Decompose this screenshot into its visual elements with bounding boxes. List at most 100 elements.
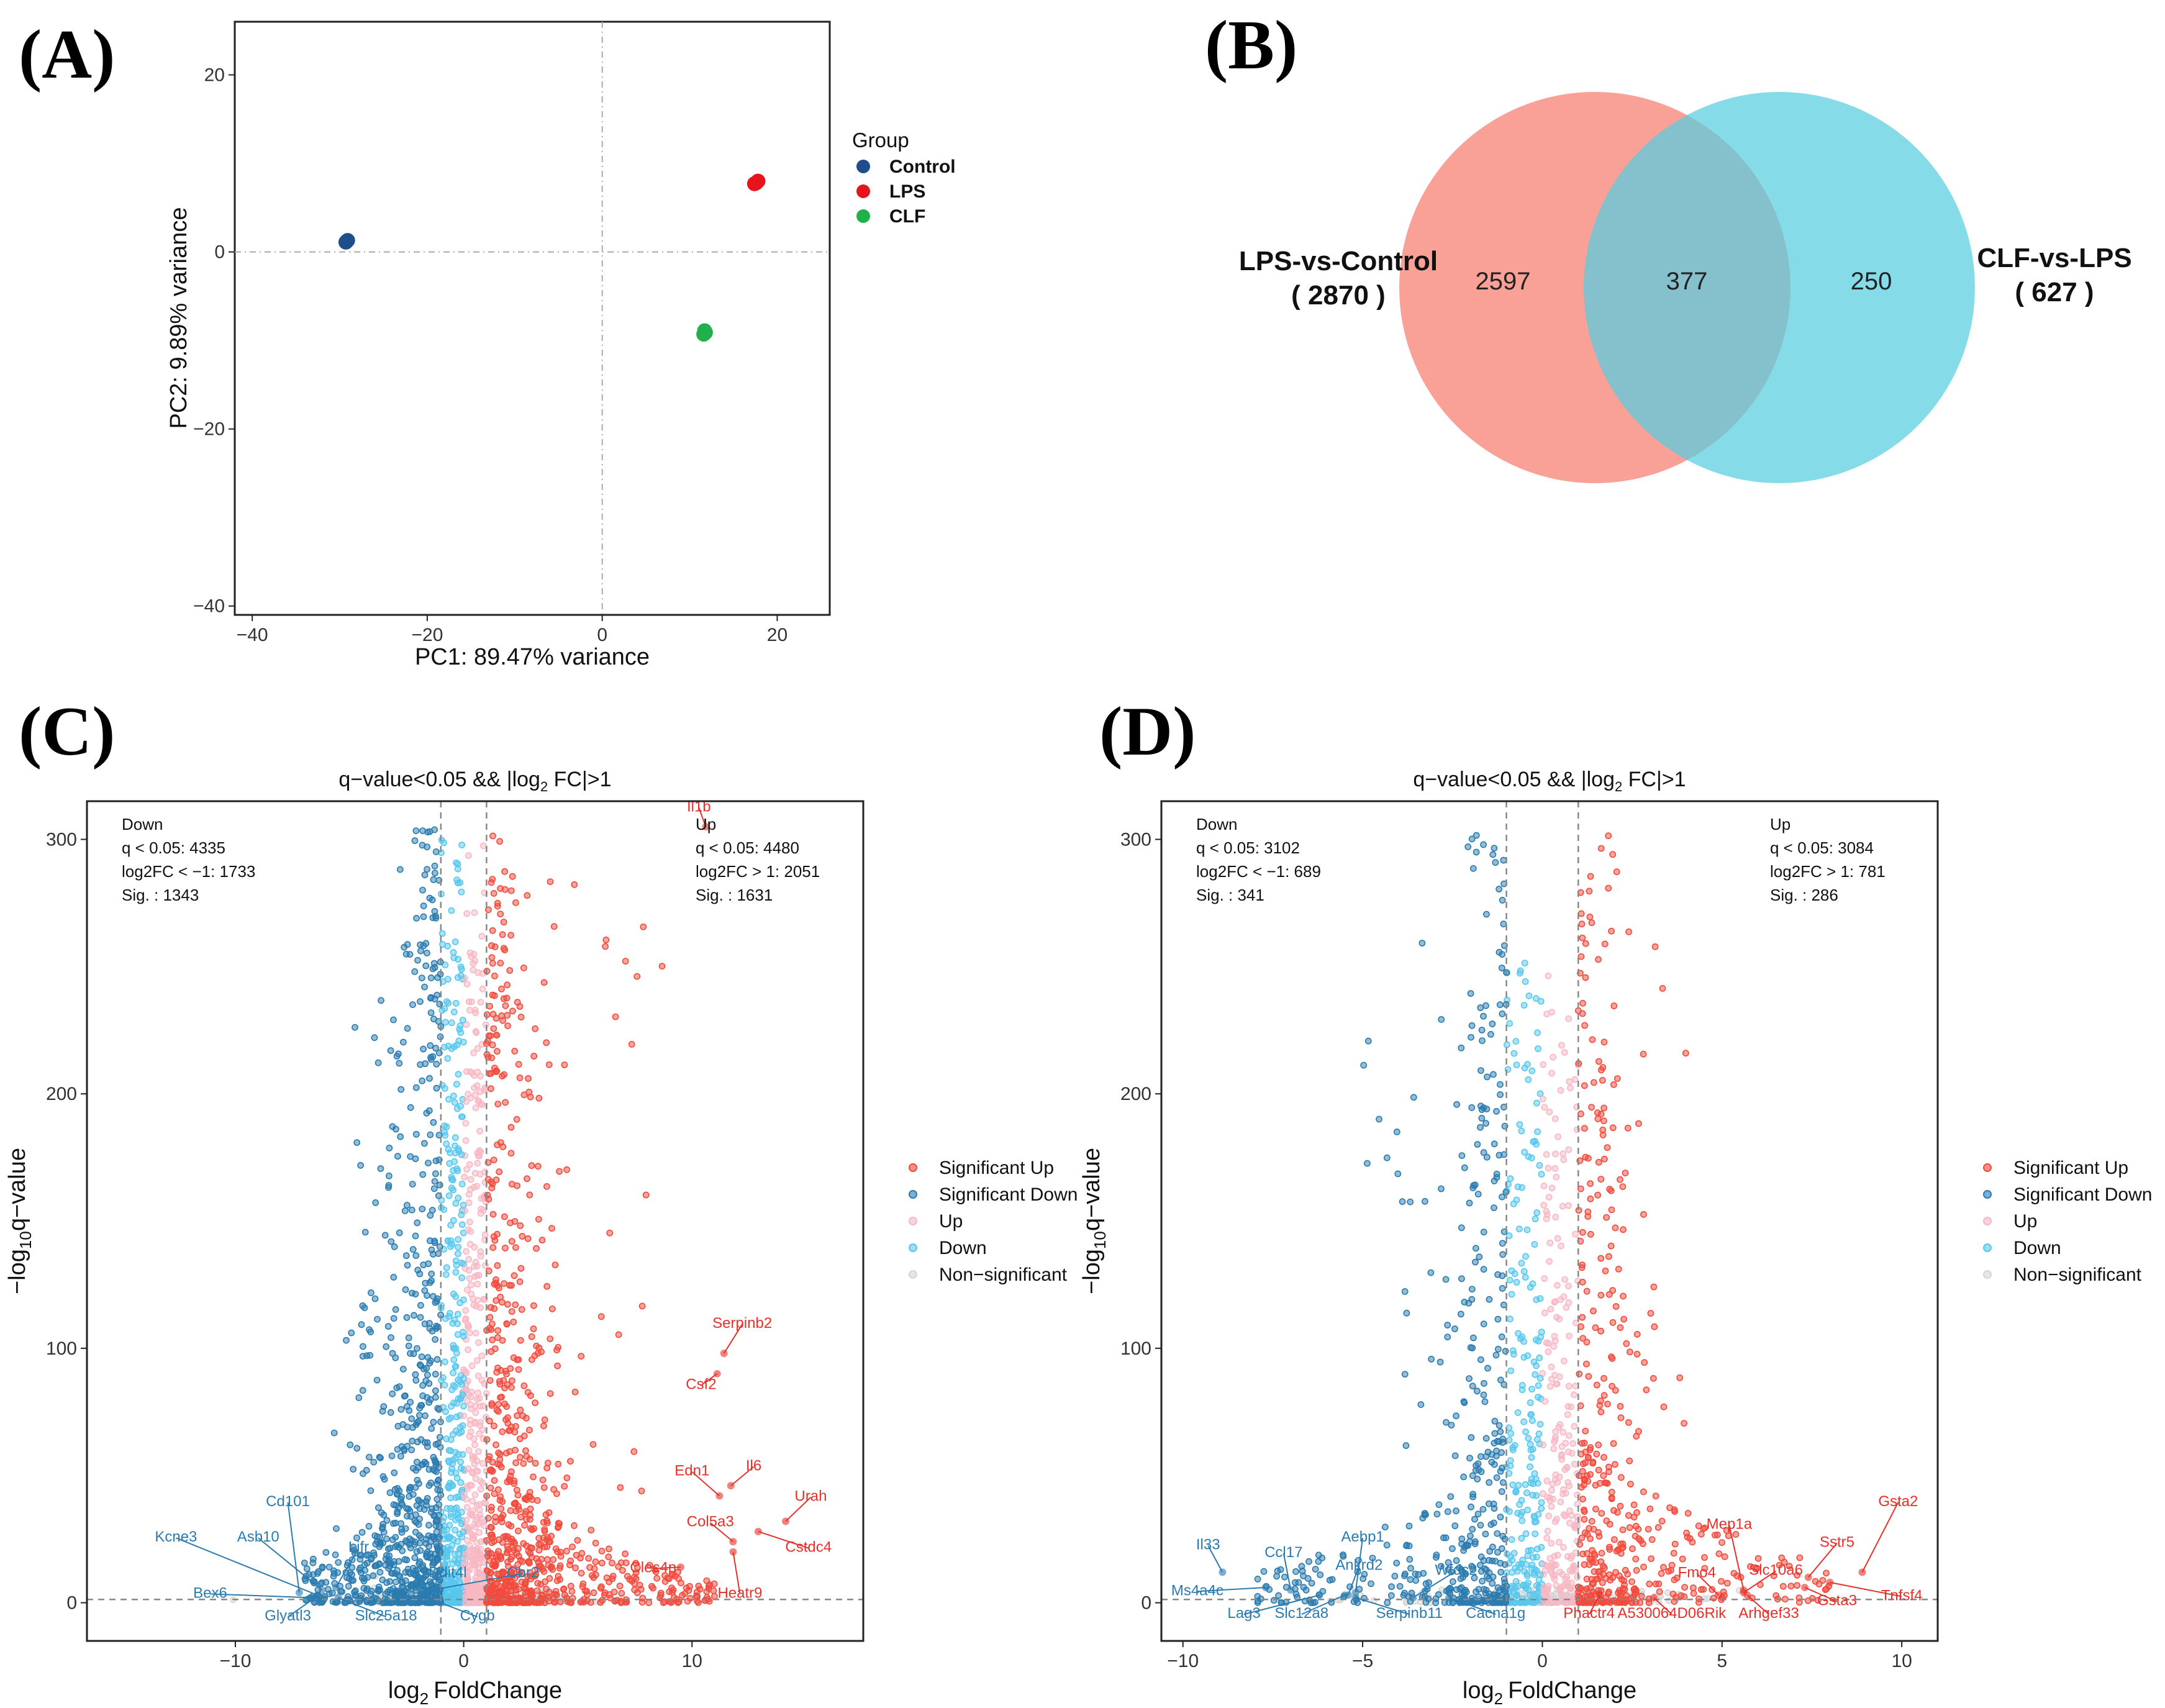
volcano-point bbox=[376, 1453, 383, 1461]
volcano-point bbox=[1587, 1195, 1594, 1202]
volcano-point bbox=[1598, 1510, 1605, 1517]
pca-xlabel: PC1: 89.47% variance bbox=[415, 644, 650, 670]
volcano-point bbox=[566, 1599, 574, 1606]
volcano-point bbox=[474, 969, 481, 976]
volcano-point bbox=[319, 1565, 326, 1571]
volcano-point bbox=[467, 1176, 474, 1183]
volcano-point bbox=[1466, 1375, 1473, 1382]
volcano-point bbox=[609, 1573, 617, 1580]
volcano-point bbox=[387, 1047, 394, 1054]
pca-point bbox=[748, 175, 764, 191]
volcano-point bbox=[1444, 1508, 1451, 1515]
volcano-point bbox=[1453, 1507, 1459, 1515]
volcano-point bbox=[1535, 1394, 1541, 1401]
volcano-point bbox=[578, 1550, 586, 1557]
volcano-point bbox=[606, 1229, 614, 1237]
volcano-point bbox=[1556, 1315, 1563, 1323]
volcano-up-stat: Up bbox=[696, 815, 716, 834]
volcano-point bbox=[515, 1527, 522, 1535]
volcano-point bbox=[548, 1305, 556, 1312]
volcano-point bbox=[1656, 1588, 1663, 1596]
volcano-point bbox=[511, 1048, 519, 1055]
volcano-point bbox=[527, 1544, 534, 1551]
volcano-point bbox=[1639, 1540, 1646, 1547]
volcano-point bbox=[515, 1366, 522, 1373]
volcano-point bbox=[1589, 1307, 1597, 1315]
volcano-point bbox=[442, 1132, 449, 1139]
volcano-point bbox=[1503, 1041, 1510, 1048]
volcano-point bbox=[1518, 1517, 1526, 1524]
volcano-point bbox=[1399, 1198, 1406, 1206]
volcano-point bbox=[370, 1572, 377, 1579]
volcano-point bbox=[1640, 1050, 1647, 1058]
volcano-point bbox=[468, 1482, 475, 1489]
volcano-point bbox=[1469, 1383, 1476, 1390]
volcano-point bbox=[665, 1575, 673, 1583]
volcano-point bbox=[1369, 1555, 1376, 1561]
volcano-point bbox=[462, 1599, 470, 1606]
volcano-point bbox=[1592, 1559, 1599, 1566]
volcano-point bbox=[433, 1356, 441, 1363]
volcano-point bbox=[448, 907, 455, 914]
volcano-point bbox=[1533, 1582, 1540, 1589]
volcano-point bbox=[1532, 1590, 1540, 1597]
volcano-point bbox=[330, 1573, 337, 1580]
gene-label-point bbox=[754, 1527, 762, 1535]
volcano-point bbox=[1640, 1563, 1647, 1571]
volcano-point bbox=[1563, 1573, 1571, 1581]
volcano-point bbox=[468, 1388, 475, 1396]
volcano-point bbox=[526, 1427, 533, 1433]
volcano-point bbox=[1583, 1288, 1591, 1295]
volcano-point bbox=[1570, 1391, 1577, 1399]
volcano-point bbox=[1499, 951, 1506, 958]
volcano-point bbox=[508, 1308, 515, 1315]
volcano-point bbox=[1500, 856, 1507, 864]
volcano-point bbox=[471, 909, 478, 916]
volcano-point bbox=[1383, 1154, 1391, 1161]
volcano-point bbox=[425, 1466, 433, 1473]
volcano-point bbox=[1595, 1441, 1602, 1448]
volcano-point bbox=[423, 1583, 430, 1590]
volcano-point bbox=[485, 906, 492, 914]
pca-legend-label: LPS bbox=[889, 181, 925, 202]
volcano-point bbox=[1584, 1208, 1592, 1215]
volcano-point bbox=[661, 1572, 668, 1579]
volcano-point bbox=[508, 1181, 515, 1188]
volcano-point bbox=[1520, 1583, 1528, 1589]
volcano-point bbox=[1363, 1160, 1371, 1167]
volcano-point bbox=[512, 1501, 519, 1507]
volcano-point bbox=[442, 1358, 448, 1366]
volcano-point bbox=[368, 1289, 374, 1296]
volcano-point bbox=[447, 1222, 455, 1229]
volcano-point bbox=[366, 1453, 373, 1461]
volcano-point bbox=[661, 1598, 668, 1606]
volcano-point bbox=[579, 1580, 587, 1588]
volcano-point bbox=[1509, 1481, 1517, 1489]
volcano-point bbox=[1559, 1429, 1567, 1436]
gene-label-leader bbox=[1197, 1586, 1266, 1592]
volcano-point bbox=[522, 1447, 529, 1455]
volcano-point bbox=[522, 1599, 530, 1606]
volcano-point bbox=[1483, 1153, 1491, 1161]
volcano-point bbox=[488, 879, 495, 886]
volcano-point bbox=[352, 1024, 358, 1031]
volcano-point bbox=[361, 1566, 368, 1574]
volcano-point bbox=[1587, 1230, 1594, 1238]
volcano-point bbox=[1496, 1001, 1504, 1009]
volcano-point bbox=[453, 1400, 460, 1407]
venn-circle-right bbox=[1584, 92, 1975, 483]
volcano-point bbox=[507, 1507, 514, 1514]
volcano-point bbox=[414, 1345, 420, 1352]
gene-label: Clec4n bbox=[630, 1559, 676, 1576]
volcano-point bbox=[573, 1551, 580, 1559]
gene-label: Lag3 bbox=[1227, 1605, 1260, 1622]
gene-label-point bbox=[1858, 1568, 1866, 1576]
volcano-point bbox=[1480, 1149, 1487, 1156]
volcano-point bbox=[356, 1566, 363, 1573]
volcano-point bbox=[1275, 1592, 1282, 1599]
volcano-point bbox=[1652, 1492, 1659, 1500]
volcano-point bbox=[460, 1528, 467, 1535]
volcano-point bbox=[1453, 1101, 1460, 1108]
volcano-point bbox=[1540, 1202, 1548, 1209]
volcano-point bbox=[452, 1200, 460, 1207]
